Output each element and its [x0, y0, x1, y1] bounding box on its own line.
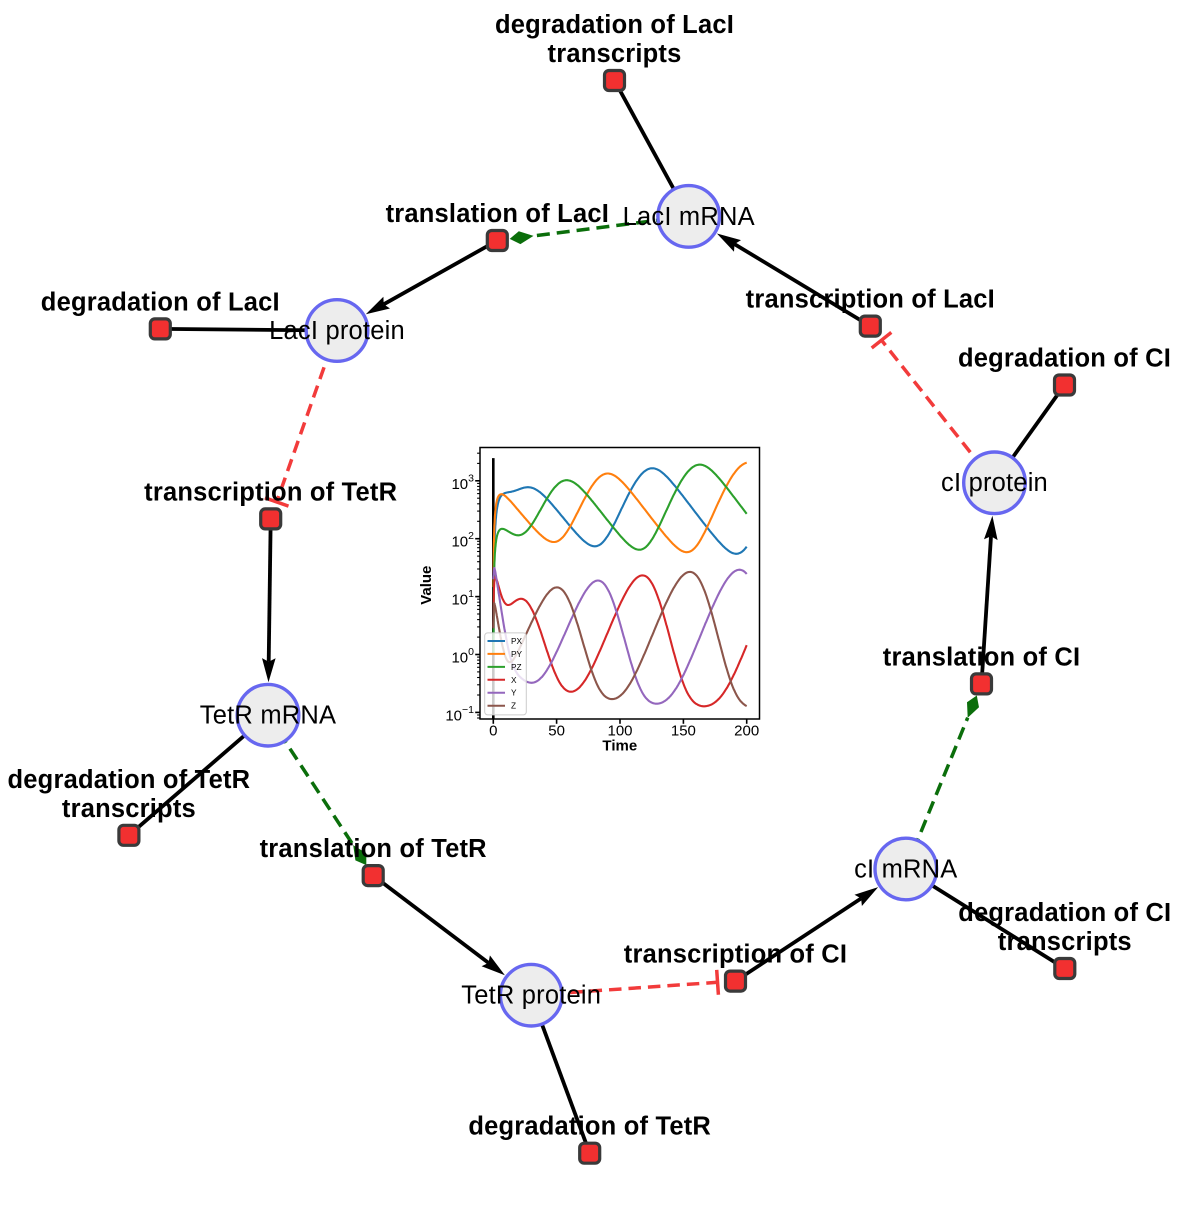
svg-text:150: 150: [671, 723, 696, 740]
svg-text:cI protein: cI protein: [941, 469, 1048, 497]
svg-text:transcripts: transcripts: [998, 928, 1132, 956]
svg-text:translation of CI: translation of CI: [883, 643, 1081, 671]
svg-text:transcription of TetR: transcription of TetR: [144, 478, 397, 506]
svg-text:translation of TetR: translation of TetR: [260, 835, 487, 863]
svg-text:transcription of LacI: transcription of LacI: [746, 286, 995, 314]
svg-text:Value: Value: [418, 566, 435, 605]
svg-text:0: 0: [489, 723, 497, 740]
svg-text:TetR protein: TetR protein: [461, 982, 601, 1010]
svg-text:100: 100: [607, 723, 632, 740]
svg-text:X: X: [511, 675, 517, 685]
svg-text:translation of LacI: translation of LacI: [386, 200, 609, 228]
svg-text:PY: PY: [511, 649, 523, 659]
svg-text:degradation of LacI: degradation of LacI: [495, 11, 734, 39]
svg-text:LacI mRNA: LacI mRNA: [623, 203, 755, 231]
svg-text:LacI protein: LacI protein: [269, 317, 405, 345]
svg-text:cI mRNA: cI mRNA: [854, 855, 957, 883]
svg-text:transcripts: transcripts: [548, 40, 682, 68]
svg-text:50: 50: [548, 723, 565, 740]
svg-text:transcripts: transcripts: [62, 795, 196, 823]
svg-text:degradation of CI: degradation of CI: [958, 345, 1171, 373]
svg-text:degradation of TetR: degradation of TetR: [8, 766, 251, 794]
svg-text:degradation of LacI: degradation of LacI: [41, 288, 280, 316]
svg-text:degradation of TetR: degradation of TetR: [468, 1113, 711, 1141]
svg-text:Y: Y: [511, 688, 517, 698]
svg-text:200: 200: [734, 723, 759, 740]
svg-text:PZ: PZ: [511, 662, 522, 672]
svg-text:transcription of CI: transcription of CI: [624, 941, 847, 969]
svg-text:Z: Z: [511, 701, 516, 711]
svg-text:Time: Time: [602, 738, 637, 755]
svg-text:PX: PX: [511, 636, 523, 646]
svg-text:TetR mRNA: TetR mRNA: [200, 702, 336, 730]
svg-text:degradation of CI: degradation of CI: [958, 899, 1171, 927]
